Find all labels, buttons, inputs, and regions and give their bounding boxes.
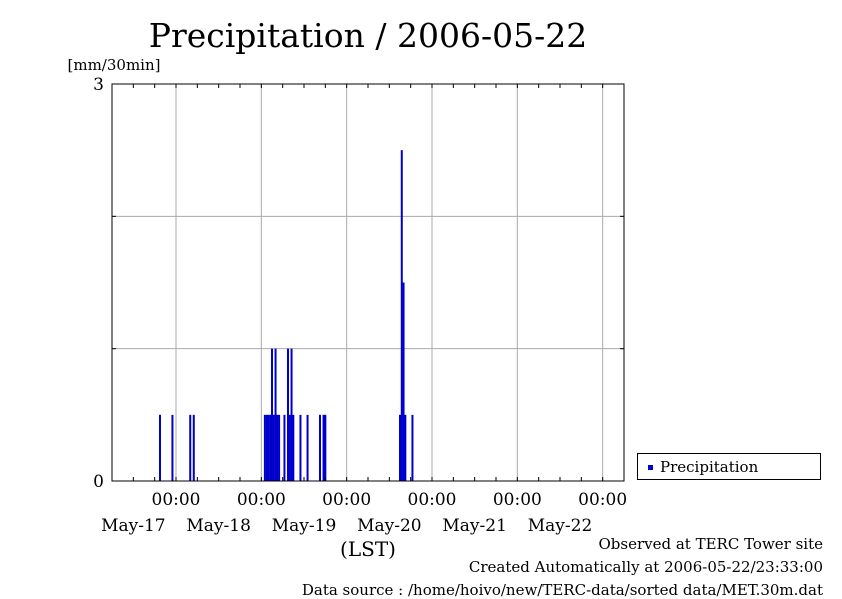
precipitation-bar xyxy=(192,414,195,481)
precipitation-bar xyxy=(189,414,192,481)
precipitation-bars xyxy=(159,150,414,481)
precipitation-bar xyxy=(411,414,414,481)
y-tick-label: 3 xyxy=(93,75,104,95)
axis-ticks: 0 3 00:00 May-17 00:00 May-18 00:00 May-19 00:00… xyxy=(93,75,627,536)
x-tick-time-label: 00:00 xyxy=(408,490,457,510)
x-tick-date-label: May-20 xyxy=(357,516,422,536)
precipitation-bar xyxy=(278,414,281,481)
legend: Precipitation xyxy=(637,453,821,480)
x-tick-time-label: 00:00 xyxy=(578,490,627,510)
x-tick-date-label: May-22 xyxy=(528,516,593,536)
precipitation-bar xyxy=(272,414,275,481)
grid-lines xyxy=(112,84,624,481)
precipitation-bar xyxy=(324,414,327,481)
legend-swatch-precipitation xyxy=(648,465,653,470)
precipitation-bar xyxy=(402,282,405,481)
x-tick-time-label: 00:00 xyxy=(237,490,286,510)
precipitation-bar xyxy=(159,414,161,481)
precipitation-bar xyxy=(288,414,291,481)
created-timestamp-note: Created Automatically at 2006-05-22/23:3… xyxy=(468,558,823,576)
precipitation-bar xyxy=(263,414,266,481)
precipitation-bar xyxy=(287,348,289,481)
precipitation-bar xyxy=(276,414,279,481)
precipitation-bar xyxy=(399,414,401,481)
y-axis-label: [mm/30min] xyxy=(68,56,161,74)
precipitation-bar xyxy=(322,414,325,481)
precipitation-bar xyxy=(267,414,270,481)
plot-frame xyxy=(111,83,625,482)
x-tick-date-label: May-17 xyxy=(101,516,166,536)
x-tick-time-label: 00:00 xyxy=(322,490,371,510)
x-tick-date-label: May-21 xyxy=(442,516,507,536)
precipitation-bar xyxy=(319,414,321,481)
precipitation-bar xyxy=(269,414,272,481)
precipitation-bar xyxy=(274,348,277,481)
precipitation-bar xyxy=(171,414,174,481)
precipitation-bar xyxy=(299,414,302,481)
precipitation-bar xyxy=(265,414,268,481)
precipitation-bar xyxy=(404,414,407,481)
plot-border xyxy=(111,83,625,482)
precipitation-bar xyxy=(271,348,273,481)
x-axis-label: (LST) xyxy=(340,537,396,561)
x-tick-date-label: May-19 xyxy=(272,516,337,536)
x-tick-date-label: May-18 xyxy=(186,516,251,536)
precipitation-bar xyxy=(292,414,295,481)
precipitation-bar xyxy=(306,414,309,481)
data-source-note: Data source : /home/hoivo/new/TERC-data/… xyxy=(301,581,823,599)
x-tick-time-label: 00:00 xyxy=(152,490,201,510)
chart-title: Precipitation / 2006-05-22 xyxy=(149,16,587,55)
observed-site-note: Observed at TERC Tower site xyxy=(598,535,823,553)
legend-label-precipitation: Precipitation xyxy=(660,458,759,476)
precipitation-bar xyxy=(290,348,293,481)
precipitation-bar xyxy=(283,414,286,481)
precipitation-bar xyxy=(400,150,403,481)
x-tick-time-label: 00:00 xyxy=(493,490,542,510)
y-tick-label: 0 xyxy=(93,472,104,492)
